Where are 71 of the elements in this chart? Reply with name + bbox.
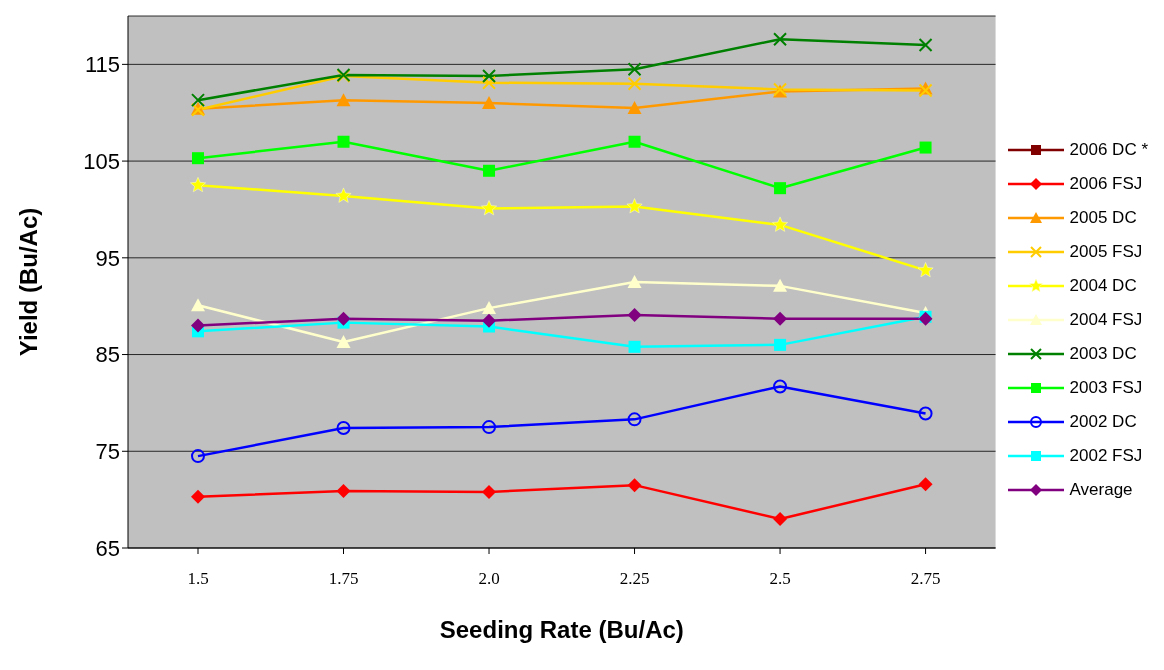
- point: [482, 420, 497, 435]
- point: [773, 32, 788, 47]
- y-tick-label: 115: [84, 52, 120, 78]
- legend-label: 2004 FSJ: [1069, 310, 1143, 330]
- x-tick-label: 2.0: [478, 569, 500, 589]
- point: [191, 449, 205, 464]
- legend-label: Average: [1069, 480, 1133, 500]
- x-tick-label: 2.75: [910, 569, 941, 589]
- y-tick-label: 75: [95, 439, 120, 465]
- point: [917, 262, 934, 278]
- point: [627, 76, 642, 91]
- y-tick-label: 65: [95, 535, 120, 561]
- legend-label: 2005 DC: [1069, 208, 1137, 228]
- x-tick-label: 2.25: [619, 569, 650, 589]
- point: [772, 216, 788, 232]
- y-tick-label: 85: [95, 342, 120, 368]
- point: [482, 484, 497, 499]
- point: [191, 93, 205, 108]
- legend-label: 2002 DC: [1069, 412, 1137, 432]
- legend-label: 2006 DC *: [1069, 140, 1148, 160]
- point: [191, 298, 205, 312]
- point: [627, 478, 642, 493]
- point: [626, 198, 643, 214]
- legend-label: 2005 FSJ: [1069, 242, 1143, 262]
- point: [774, 338, 787, 351]
- legend-label: 2003 DC: [1069, 344, 1137, 364]
- point: [773, 511, 788, 526]
- point: [627, 412, 642, 427]
- point: [482, 75, 497, 90]
- point: [191, 318, 205, 333]
- point: [482, 313, 497, 328]
- x-tick-label: 1.75: [328, 569, 359, 589]
- point: [773, 311, 788, 326]
- point: [773, 379, 788, 394]
- point: [337, 135, 350, 148]
- point: [918, 477, 933, 492]
- point: [482, 96, 497, 110]
- x-tick-label: 1.5: [187, 569, 209, 589]
- legend-label: 2004 DC: [1069, 276, 1137, 296]
- point: [191, 489, 205, 504]
- y-tick-label: 95: [95, 245, 120, 271]
- point: [627, 62, 642, 77]
- point: [336, 93, 351, 107]
- point: [335, 187, 352, 203]
- point: [481, 200, 497, 216]
- point: [483, 164, 496, 177]
- point: [192, 152, 204, 165]
- point: [336, 421, 351, 436]
- point: [627, 275, 642, 288]
- legend-label: 2006 FSJ: [1069, 174, 1143, 194]
- point: [918, 406, 933, 421]
- point: [482, 68, 497, 83]
- point: [918, 38, 933, 53]
- point: [628, 340, 641, 353]
- legend-label: 2002 FSJ: [1069, 446, 1143, 466]
- y-tick-label: 105: [83, 148, 120, 174]
- point: [336, 483, 351, 498]
- point: [774, 182, 787, 195]
- point: [336, 334, 351, 348]
- x-tick-label: 2.5: [769, 569, 791, 589]
- point: [482, 301, 497, 315]
- point: [336, 311, 351, 326]
- legend-label: 2003 FSJ: [1069, 378, 1143, 398]
- point: [190, 177, 206, 192]
- point: [628, 135, 641, 148]
- point: [627, 307, 642, 322]
- x-axis-title: Seeding Rate (Bu/Ac): [439, 616, 684, 643]
- point: [627, 100, 642, 114]
- point: [919, 141, 932, 154]
- y-axis-title: Yield (Bu/Ac): [14, 207, 42, 357]
- point: [773, 278, 788, 292]
